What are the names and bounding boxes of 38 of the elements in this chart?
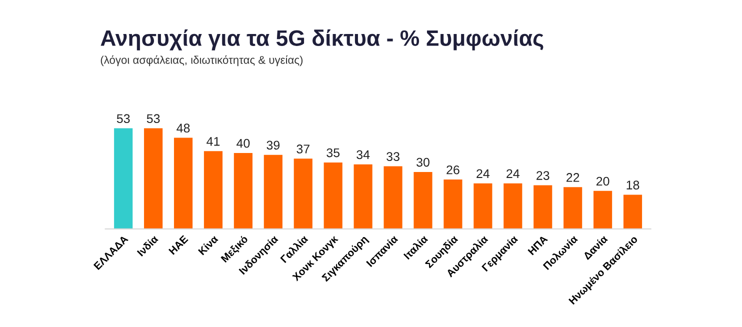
data-label: 48 bbox=[176, 124, 190, 133]
data-label: 41 bbox=[206, 137, 220, 146]
bar bbox=[444, 180, 462, 229]
bar bbox=[234, 152, 252, 229]
data-label: 18 bbox=[626, 180, 640, 190]
chart-title: Ανησυχία για τα 5G δίκτυα - % Συμφωνίας bbox=[100, 29, 544, 50]
data-label: 37 bbox=[296, 144, 310, 154]
data-label: 20 bbox=[596, 176, 610, 186]
bar bbox=[474, 183, 492, 229]
data-label: 33 bbox=[386, 152, 400, 162]
bar bbox=[324, 162, 342, 229]
data-label: 24 bbox=[476, 169, 490, 178]
bar bbox=[264, 154, 282, 229]
data-label: 40 bbox=[236, 138, 250, 148]
data-label: 22 bbox=[566, 173, 580, 182]
chart-subtitle: (λόγοι ασφάλειας, ιδιωτικότητας & υγείας) bbox=[100, 55, 303, 66]
bar bbox=[144, 128, 163, 229]
data-label: 39 bbox=[266, 140, 280, 150]
data-label: 34 bbox=[356, 150, 370, 160]
data-label: 35 bbox=[326, 148, 340, 158]
bar bbox=[594, 190, 612, 229]
data-label: 24 bbox=[506, 169, 520, 178]
data-label: 23 bbox=[536, 171, 550, 180]
bar bbox=[354, 164, 372, 229]
bar bbox=[384, 166, 402, 229]
bar bbox=[414, 172, 432, 229]
data-label: 26 bbox=[446, 165, 460, 174]
bar bbox=[174, 138, 193, 229]
bar bbox=[623, 194, 642, 229]
data-label: 53 bbox=[116, 114, 130, 124]
data-label: 53 bbox=[146, 114, 160, 124]
bar bbox=[534, 185, 552, 229]
bar bbox=[564, 187, 582, 229]
bar bbox=[504, 183, 522, 229]
bar bbox=[114, 128, 133, 229]
bar bbox=[294, 158, 312, 229]
bar bbox=[204, 151, 223, 229]
data-label: 30 bbox=[416, 158, 430, 167]
